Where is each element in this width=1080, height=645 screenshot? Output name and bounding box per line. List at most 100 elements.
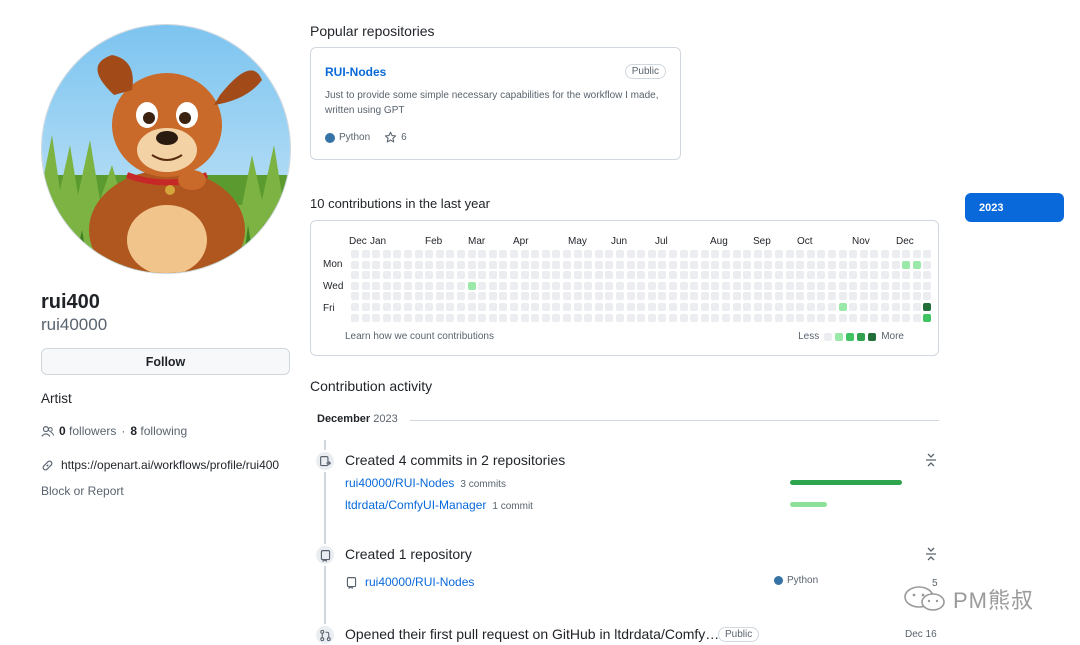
contribution-day-cell[interactable] xyxy=(679,260,688,269)
contribution-day-cell[interactable] xyxy=(446,260,455,269)
contribution-day-cell[interactable] xyxy=(817,250,826,258)
contribution-day-cell[interactable] xyxy=(594,260,603,269)
contribution-day-cell[interactable] xyxy=(435,313,444,322)
contribution-day-cell[interactable] xyxy=(690,292,699,301)
contribution-day-cell[interactable] xyxy=(616,292,624,301)
contribution-day-cell[interactable] xyxy=(817,292,826,301)
contribution-day-cell[interactable] xyxy=(594,292,603,301)
contribution-day-cell[interactable] xyxy=(425,250,434,258)
contribution-day-cell[interactable] xyxy=(891,303,900,311)
followers-link[interactable]: 0 followers xyxy=(59,424,116,438)
contribution-day-cell[interactable] xyxy=(605,281,614,290)
contribution-day-cell[interactable] xyxy=(393,313,402,322)
contribution-day-cell[interactable] xyxy=(700,271,709,280)
contribution-day-cell[interactable] xyxy=(584,260,593,269)
contribution-day-cell[interactable] xyxy=(393,292,402,301)
contribution-day-cell[interactable] xyxy=(690,281,699,290)
contribution-day-cell[interactable] xyxy=(711,292,720,301)
contribution-day-cell[interactable] xyxy=(382,313,391,322)
contribution-day-cell[interactable] xyxy=(775,292,783,301)
contribution-day-cell[interactable] xyxy=(743,271,752,280)
contribution-day-cell[interactable] xyxy=(732,250,741,258)
contribution-day-cell[interactable] xyxy=(435,260,444,269)
contribution-day-cell[interactable] xyxy=(700,313,709,322)
contribution-day-cell[interactable] xyxy=(467,260,476,269)
contribution-day-cell[interactable] xyxy=(711,271,720,280)
contribution-day-cell[interactable] xyxy=(690,303,699,311)
contribution-day-cell[interactable] xyxy=(499,292,508,301)
contribution-day-cell[interactable] xyxy=(594,313,603,322)
contribution-day-cell[interactable] xyxy=(796,281,805,290)
contribution-day-cell[interactable] xyxy=(594,281,603,290)
contribution-day-cell[interactable] xyxy=(870,281,879,290)
contribution-day-cell[interactable] xyxy=(753,303,762,311)
contribution-day-cell[interactable] xyxy=(690,313,699,322)
contribution-day-cell[interactable] xyxy=(637,313,646,322)
follow-button[interactable]: Follow xyxy=(41,348,290,375)
contribution-day-cell[interactable] xyxy=(732,303,741,311)
contribution-day-cell[interactable] xyxy=(531,313,540,322)
contribution-day-cell[interactable] xyxy=(594,271,603,280)
contribution-day-cell[interactable] xyxy=(573,313,582,322)
contribution-day-cell[interactable] xyxy=(679,313,688,322)
contribution-day-cell[interactable] xyxy=(722,250,730,258)
contribution-day-cell[interactable] xyxy=(923,250,932,258)
contribution-day-cell[interactable] xyxy=(806,281,815,290)
contribution-day-cell[interactable] xyxy=(446,250,455,258)
contribution-day-cell[interactable] xyxy=(775,313,783,322)
contribution-day-cell[interactable] xyxy=(753,292,762,301)
contribution-day-cell[interactable] xyxy=(891,260,900,269)
contribution-day-cell[interactable] xyxy=(743,250,752,258)
contribution-day-cell[interactable] xyxy=(690,260,699,269)
contribution-day-cell[interactable] xyxy=(711,313,720,322)
contribution-day-cell[interactable] xyxy=(478,281,487,290)
contribution-day-cell[interactable] xyxy=(891,313,900,322)
contribution-day-cell[interactable] xyxy=(616,303,624,311)
contribution-day-cell[interactable] xyxy=(457,271,465,280)
contribution-day-cell[interactable] xyxy=(393,303,402,311)
contribution-day-cell[interactable] xyxy=(679,292,688,301)
contribution-day-cell[interactable] xyxy=(838,271,847,280)
contribution-day-cell[interactable] xyxy=(838,313,847,322)
contribution-day-cell[interactable] xyxy=(414,303,423,311)
contribution-day-cell[interactable] xyxy=(351,313,359,322)
contribution-day-cell[interactable] xyxy=(923,292,932,301)
contribution-day-cell[interactable] xyxy=(457,250,465,258)
contribution-day-cell[interactable] xyxy=(658,260,667,269)
contribution-day-cell[interactable] xyxy=(457,281,465,290)
contribution-day-cell[interactable] xyxy=(849,250,858,258)
contribution-day-cell[interactable] xyxy=(743,303,752,311)
contribution-day-cell[interactable] xyxy=(361,260,370,269)
contribution-day-cell[interactable] xyxy=(817,281,826,290)
contribution-day-cell[interactable] xyxy=(425,292,434,301)
contribution-day-cell[interactable] xyxy=(594,250,603,258)
contribution-day-cell[interactable] xyxy=(499,313,508,322)
contribution-day-cell[interactable] xyxy=(435,271,444,280)
contribution-day-cell[interactable] xyxy=(881,313,889,322)
contribution-day-cell[interactable] xyxy=(647,292,656,301)
contribution-day-cell[interactable] xyxy=(488,292,497,301)
contribution-day-cell[interactable] xyxy=(361,292,370,301)
contribution-day-cell[interactable] xyxy=(764,250,773,258)
block-or-report-link[interactable]: Block or Report xyxy=(41,484,124,498)
contribution-day-cell[interactable] xyxy=(414,292,423,301)
contribution-day-cell[interactable] xyxy=(361,271,370,280)
contribution-day-cell[interactable] xyxy=(499,271,508,280)
contribution-day-cell[interactable] xyxy=(488,271,497,280)
contribution-day-cell[interactable] xyxy=(541,250,550,258)
contribution-day-cell[interactable] xyxy=(616,250,624,258)
contribution-day-cell[interactable] xyxy=(764,292,773,301)
contribution-day-cell[interactable] xyxy=(382,250,391,258)
contribution-day-cell[interactable] xyxy=(647,260,656,269)
contribution-day-cell[interactable] xyxy=(881,292,889,301)
contribution-day-cell[interactable] xyxy=(743,260,752,269)
contribution-day-cell[interactable] xyxy=(563,260,571,269)
contribution-day-cell[interactable] xyxy=(457,303,465,311)
contribution-day-cell[interactable] xyxy=(467,303,476,311)
contribution-day-cell[interactable] xyxy=(563,281,571,290)
contribution-day-cell[interactable] xyxy=(425,260,434,269)
contribution-day-cell[interactable] xyxy=(478,260,487,269)
commits-activity-title[interactable]: Created 4 commits in 2 repositories xyxy=(345,452,566,468)
contribution-day-cell[interactable] xyxy=(637,271,646,280)
contribution-day-cell[interactable] xyxy=(732,281,741,290)
